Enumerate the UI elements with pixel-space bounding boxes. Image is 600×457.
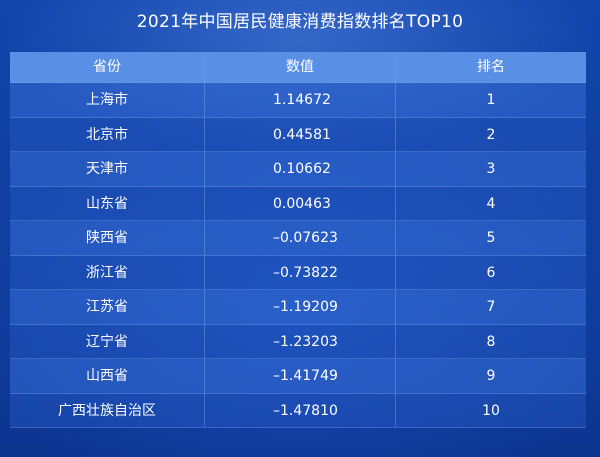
cell-value: 0.10662 <box>205 152 396 187</box>
cell-province: 广西壮族自治区 <box>10 393 205 428</box>
table-row: 广西壮族自治区 –1.47810 10 <box>10 393 586 428</box>
header-value: 数值 <box>205 52 396 83</box>
cell-rank: 4 <box>396 187 586 221</box>
cell-province: 上海市 <box>10 83 205 118</box>
table-body: 上海市 1.14672 1 北京市 0.44581 2 天津市 0.10662 3 山东省 0.00… <box>10 83 586 428</box>
cell-value: 1.14672 <box>205 83 396 118</box>
cell-province: 陕西省 <box>10 221 205 256</box>
cell-value: –1.19209 <box>205 290 396 325</box>
table-row: 天津市 0.10662 3 <box>10 152 586 187</box>
header-province: 省份 <box>10 52 205 83</box>
cell-province: 浙江省 <box>10 255 205 290</box>
cell-province: 江苏省 <box>10 290 205 325</box>
cell-value: –1.23203 <box>205 324 396 359</box>
cell-province: 山东省 <box>10 186 205 221</box>
chart-title: 2021年中国居民健康消费指数排名TOP10 <box>136 12 464 32</box>
table-row: 上海市 1.14672 1 <box>10 83 586 118</box>
cell-rank: 7 <box>396 290 586 325</box>
cell-province: 天津市 <box>10 152 205 187</box>
table-header-row: 省份 数值 排名 <box>10 52 586 83</box>
cell-value: –0.73822 <box>205 255 396 290</box>
table-row: 浙江省 –0.73822 6 <box>10 255 586 290</box>
cell-rank: 3 <box>396 152 586 187</box>
table-row: 山东省 0.00463 4 <box>10 186 586 221</box>
table-row: 山西省 –1.41749 9 <box>10 359 586 394</box>
table-row: 辽宁省 –1.23203 8 <box>10 324 586 359</box>
table-row: 陕西省 –0.07623 5 <box>10 221 586 256</box>
cell-rank: 10 <box>396 394 586 428</box>
cell-rank: 2 <box>396 118 586 152</box>
table-row: 江苏省 –1.19209 7 <box>10 290 586 325</box>
cell-rank: 1 <box>396 83 586 118</box>
table-row: 北京市 0.44581 2 <box>10 117 586 152</box>
cell-value: –1.47810 <box>205 393 396 428</box>
ranking-table: 省份 数值 排名 上海市 1.14672 1 北京市 0.44581 2 天津市 0.1066… <box>10 52 586 428</box>
cell-value: 0.00463 <box>205 186 396 221</box>
header-rank: 排名 <box>396 52 586 83</box>
cell-value: 0.44581 <box>205 117 396 152</box>
cell-province: 辽宁省 <box>10 324 205 359</box>
cell-rank: 9 <box>396 359 586 394</box>
cell-value: –1.41749 <box>205 359 396 394</box>
cell-value: –0.07623 <box>205 221 396 256</box>
cell-province: 北京市 <box>10 117 205 152</box>
cell-rank: 8 <box>396 325 586 359</box>
cell-rank: 6 <box>396 256 586 290</box>
cell-province: 山西省 <box>10 359 205 394</box>
cell-rank: 5 <box>396 221 586 256</box>
